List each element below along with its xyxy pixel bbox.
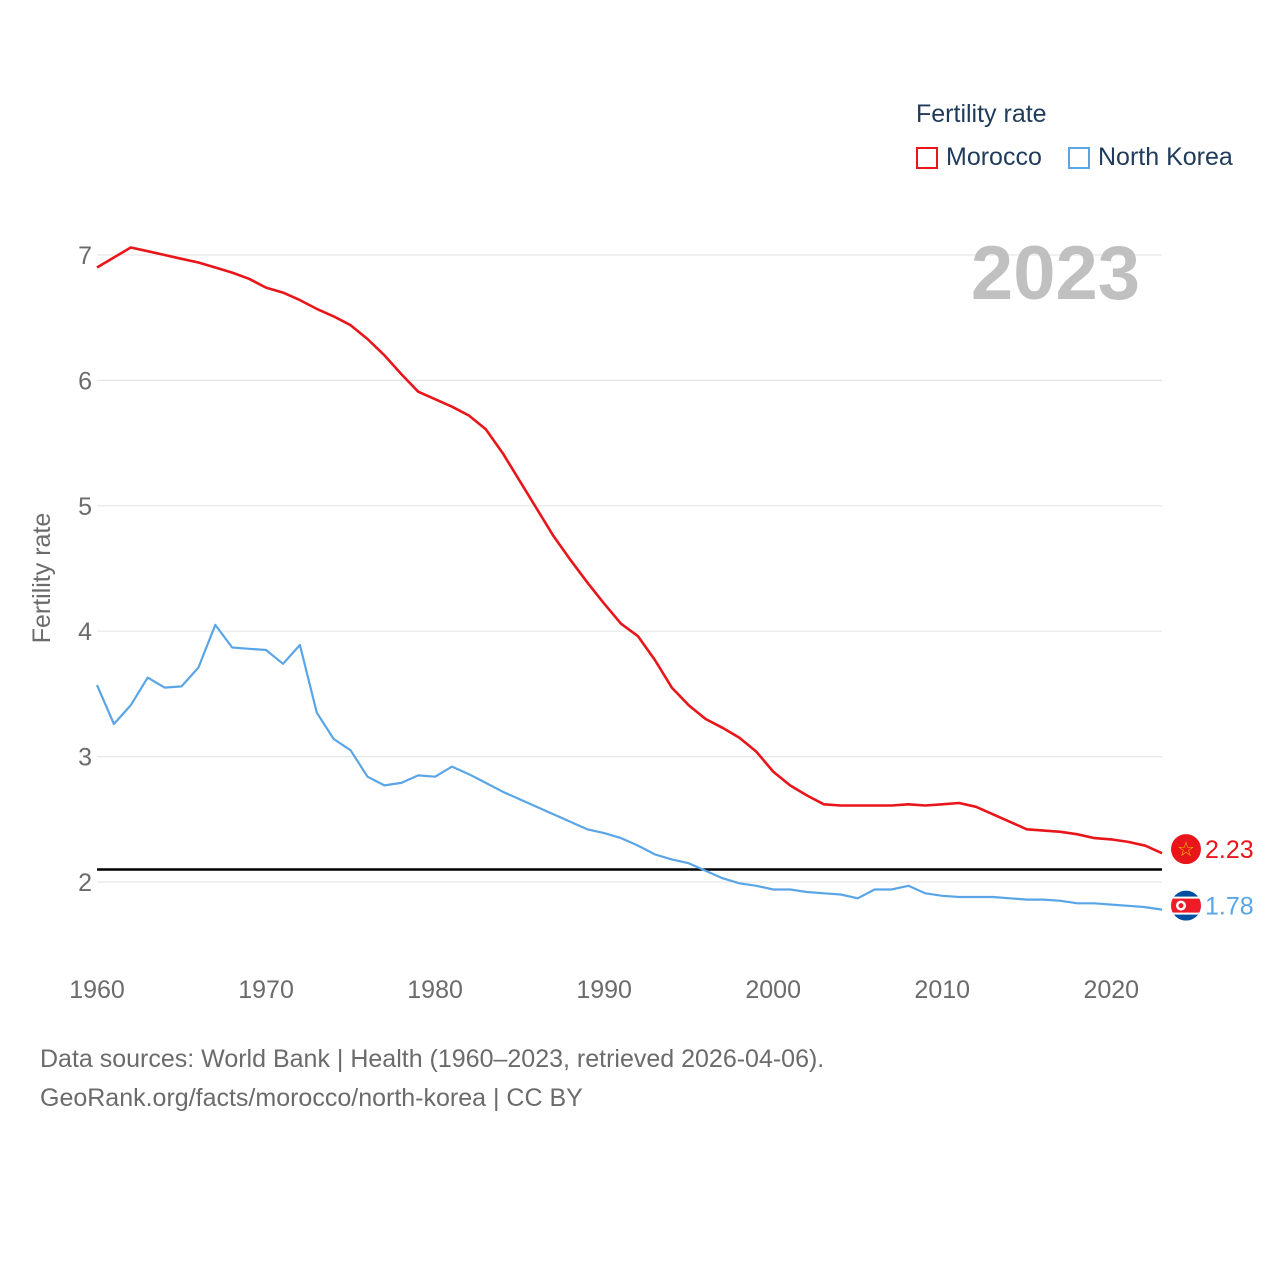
flag-morocco-icon: ☆ xyxy=(1171,834,1201,865)
legend-label-north-korea: North Korea xyxy=(1098,143,1233,171)
y-axis-ticks: 2 3 4 5 6 7 xyxy=(78,242,92,897)
source-line-2[interactable]: GeoRank.org/facts/morocco/north-korea | … xyxy=(40,1084,583,1112)
x-axis-ticks: 1960 1970 1980 1990 2000 2010 2020 xyxy=(69,976,1139,1004)
legend-swatch-north-korea xyxy=(1068,146,1090,169)
series-line-morocco xyxy=(96,246,1163,855)
series-line-north-korea xyxy=(95,623,1163,911)
year-label: 2023 xyxy=(971,231,1140,316)
legend-item-morocco[interactable]: Morocco xyxy=(916,143,1042,172)
x-tick-label: 2010 xyxy=(914,976,970,1004)
y-tick-label: 6 xyxy=(78,367,92,395)
y-tick-label: 5 xyxy=(78,493,92,521)
x-tick-label: 2000 xyxy=(745,976,801,1004)
x-tick-label: 1990 xyxy=(576,976,632,1004)
flag-north-korea-icon xyxy=(1171,890,1201,921)
end-markers: ☆ 2.23 1.78 xyxy=(1171,834,1254,921)
end-value-label-morocco: 2.23 xyxy=(1205,836,1254,864)
legend-swatch-morocco xyxy=(916,146,938,169)
series-lines xyxy=(95,246,1163,911)
legend-item-north-korea[interactable]: North Korea xyxy=(1068,143,1233,172)
y-tick-label: 2 xyxy=(78,869,92,897)
svg-text:☆: ☆ xyxy=(1177,839,1195,861)
y-tick-label: 3 xyxy=(78,744,92,772)
legend-title: Fertility rate xyxy=(916,100,1047,128)
end-value-label-north-korea: 1.78 xyxy=(1205,893,1254,921)
x-tick-label: 1960 xyxy=(69,976,125,1004)
y-tick-label: 7 xyxy=(78,242,92,270)
x-tick-label: 1970 xyxy=(238,976,294,1004)
y-axis-label: Fertility rate xyxy=(28,513,56,644)
y-tick-label: 4 xyxy=(78,618,92,646)
x-tick-label: 2020 xyxy=(1083,976,1139,1004)
legend-label-morocco: Morocco xyxy=(946,143,1042,171)
x-tick-label: 1980 xyxy=(407,976,463,1004)
source-line-1: Data sources: World Bank | Health (1960–… xyxy=(40,1045,825,1073)
gridlines xyxy=(97,254,1162,883)
